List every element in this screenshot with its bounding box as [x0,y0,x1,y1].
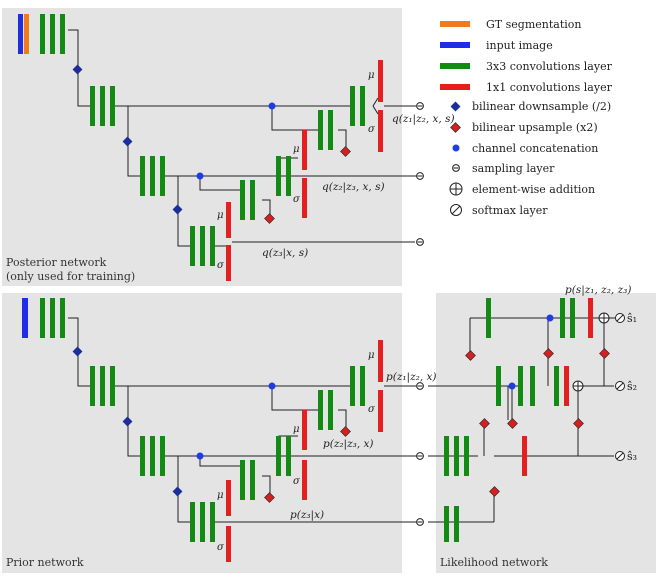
mu-label: μ [293,144,300,155]
likelihood-blocks [444,298,625,542]
legend-label: 1x1 convolutions layer [486,81,613,94]
likelihood-top-label: p(s|z₁, z₂, z₃) [565,284,631,297]
sigma-label: σ [217,260,225,271]
blue-diamond-icon [450,101,461,112]
oplus-icon [572,380,584,392]
legend-label: element-wise addition [472,183,595,196]
p3-label: p(z₃|x) [290,509,324,522]
legend-label: bilinear upsample (x2) [472,121,598,134]
conv3-swatch [440,63,470,69]
sigma-label: σ [293,194,301,205]
posterior-network [68,29,418,247]
legend: GT segmentation input image 3x3 convolut… [440,18,613,217]
legend-label: softmax layer [472,204,548,217]
mu-label: μ [368,350,375,361]
mu-label: μ [217,210,224,221]
input-image-bar [22,298,28,338]
posterior-greek: μ σ μ σ μ σ [217,70,376,271]
posterior-subtitle: (only used for training) [6,270,135,283]
p2-label: p(z₂|z₃, x) [323,438,374,451]
oslash-icon [615,313,625,323]
oslash-icon [450,204,462,216]
oslash-icon [615,451,625,461]
q3-label: q(z₃|x, s) [262,247,308,260]
legend-label: bilinear downsample (/2) [472,100,611,113]
blue-dot-icon [452,144,460,152]
q1-label: q(z₁|z₂, x, s) [392,113,455,126]
gt-segmentation-bar [24,14,29,54]
input-swatch [440,42,470,48]
oplus-icon [449,182,463,196]
legend-label: 3x3 convolutions layer [486,60,613,73]
legend-label: GT segmentation [486,18,581,31]
p1-label: p(z₁|z₂, x) [386,371,437,384]
q2-label: q(z₂|z₃, x, s) [322,181,385,194]
likelihood-title: Likelihood network [440,556,548,569]
sampling-icon [452,164,460,172]
sigma-label: σ [217,542,225,553]
gt-swatch [440,21,470,27]
mu-label: μ [293,424,300,435]
prior-greek: μ σ μ σ μ σ [217,350,376,553]
s2-label: ŝ₂ [627,380,637,393]
legend-label: sampling layer [472,162,555,175]
oplus-icon [598,312,610,324]
mu-label: μ [217,490,224,501]
sigma-label: σ [293,476,301,487]
prior-title: Prior network [6,556,84,569]
sigma-label: σ [368,124,376,135]
s3-label: ŝ₃ [627,450,637,463]
mu-label: μ [368,70,375,81]
likelihood-panel [436,293,656,573]
conv1-swatch [440,84,470,90]
posterior-title: Posterior network [6,256,107,269]
input-image-bar [18,14,23,54]
legend-label: channel concatenation [472,142,598,155]
red-diamond-icon [450,122,461,133]
oslash-icon [615,381,625,391]
posterior-blocks [18,14,424,281]
legend-label: input image [486,39,553,52]
prior-blocks [22,298,424,562]
sigma-label: σ [368,404,376,415]
s1-label: ŝ₁ [627,312,637,325]
